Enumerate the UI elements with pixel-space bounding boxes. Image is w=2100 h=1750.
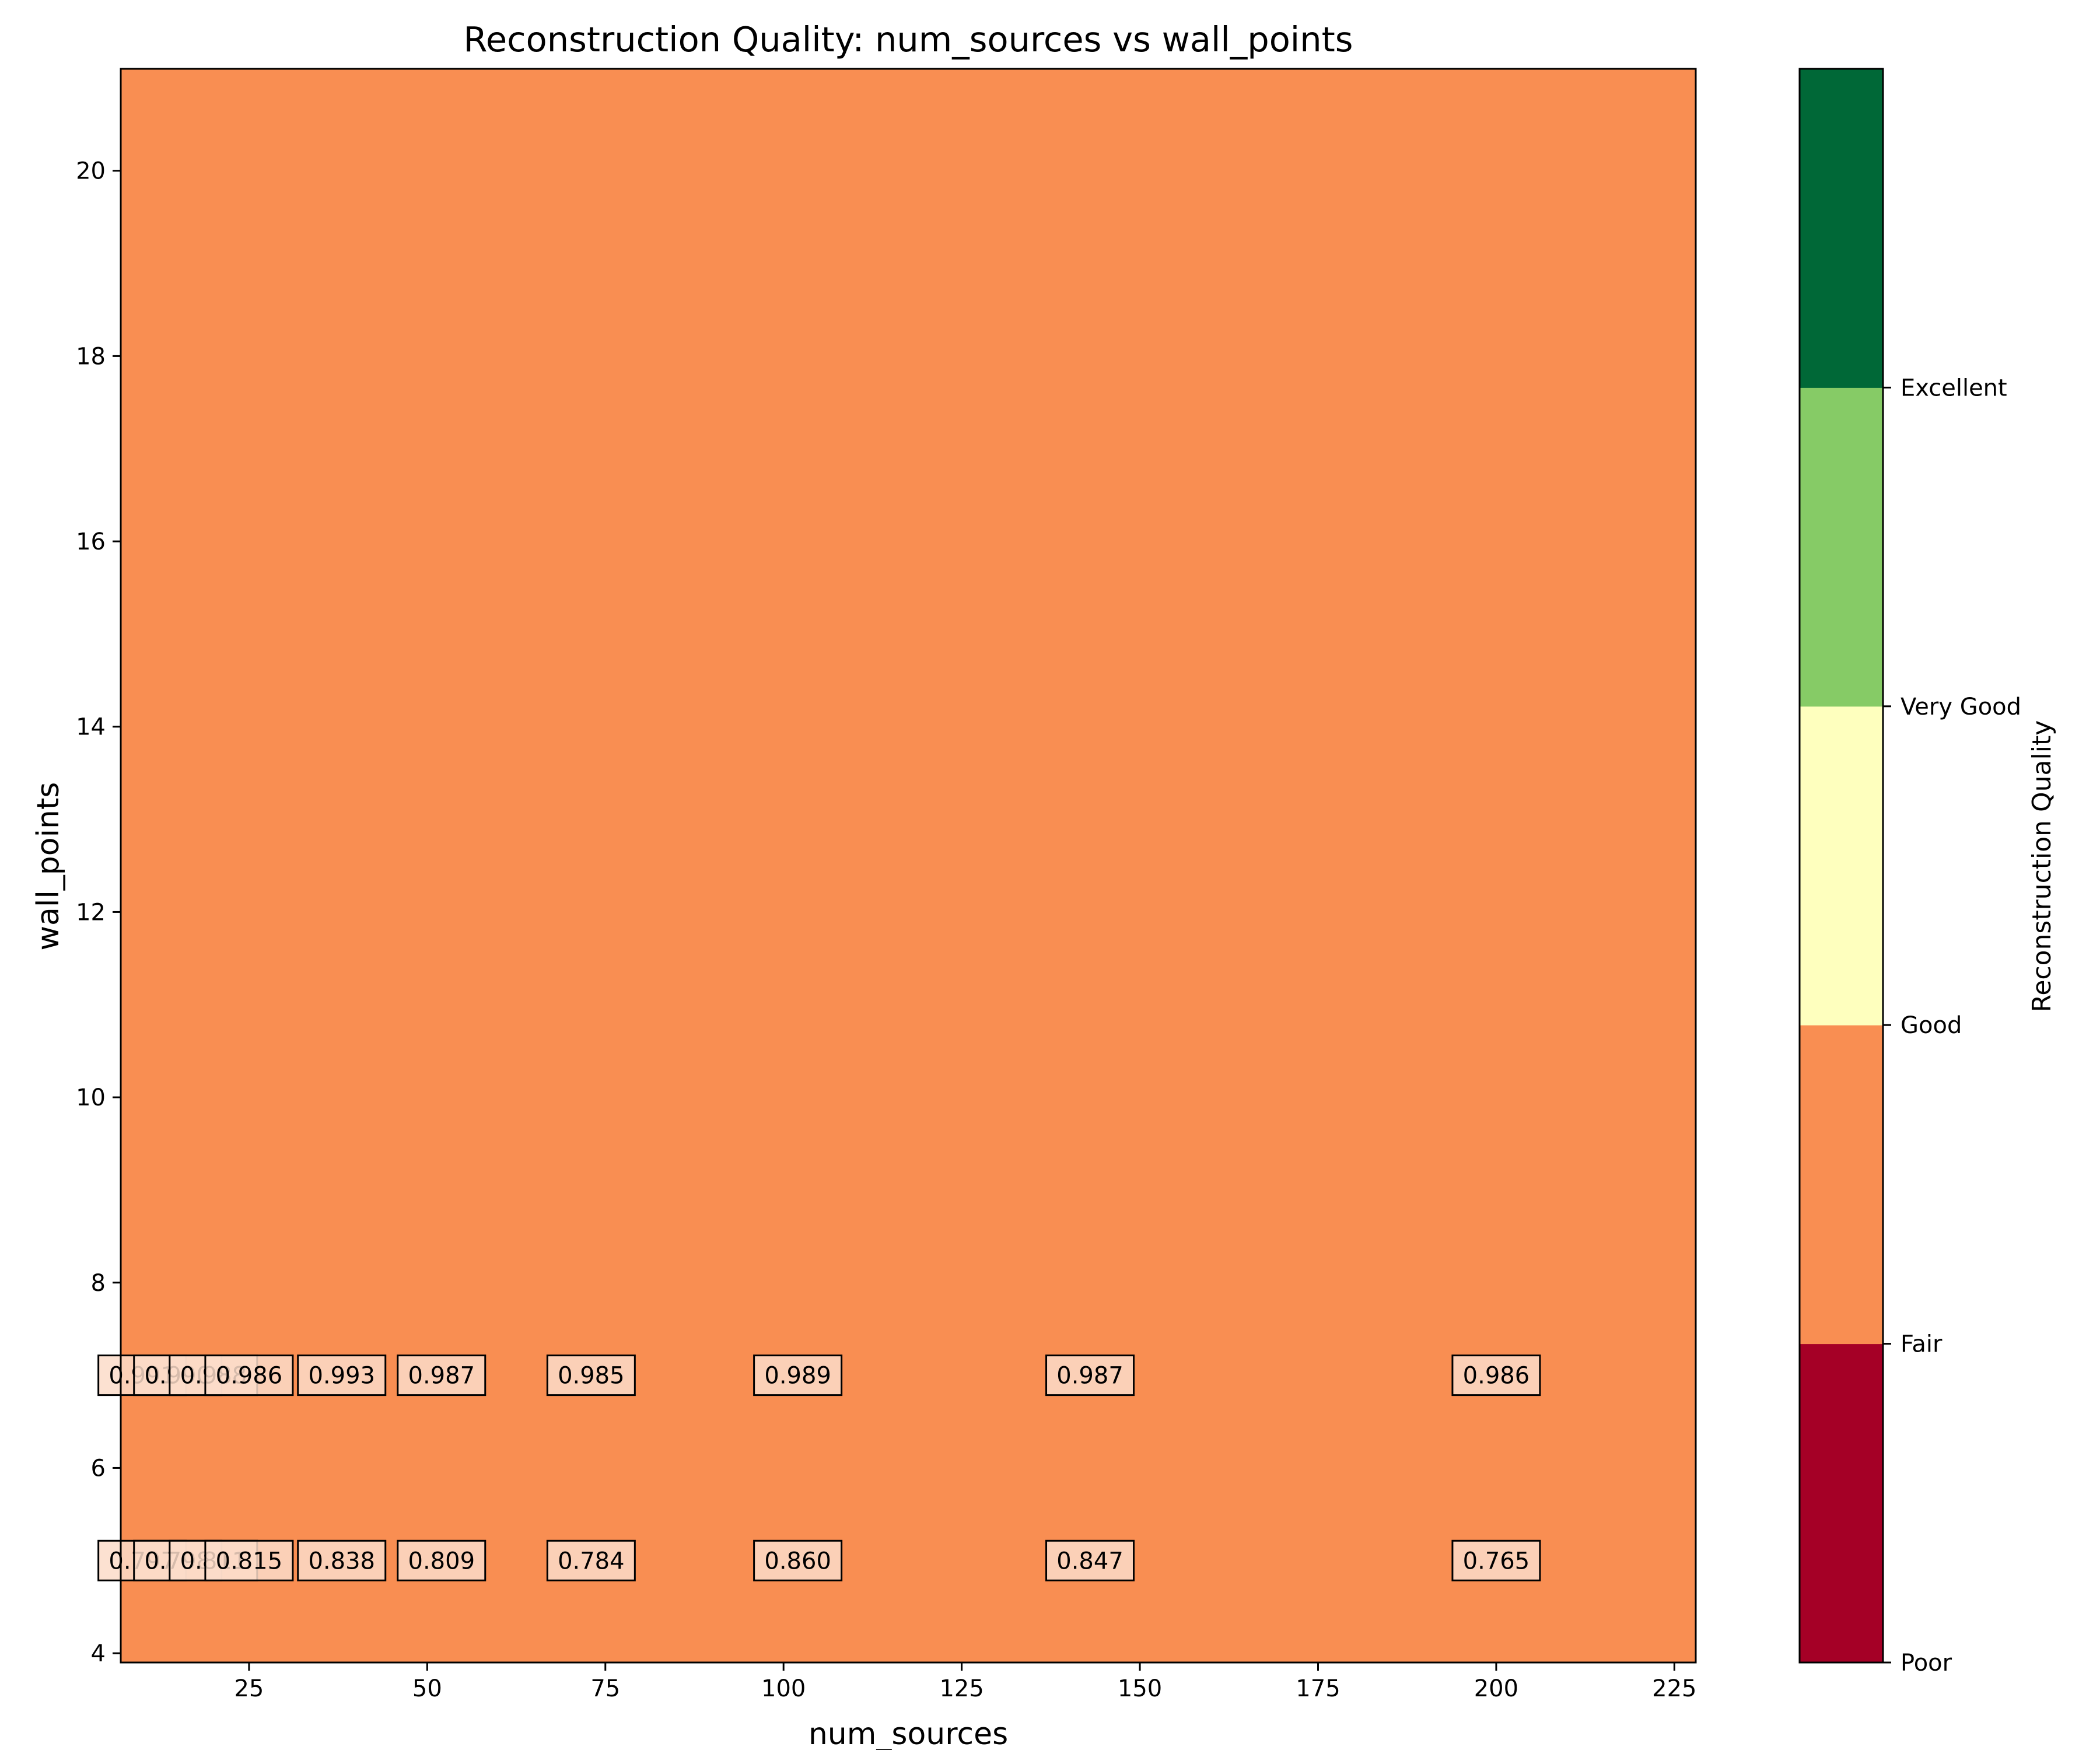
y-tick-label: 8 <box>91 1270 106 1297</box>
cell-box <box>1045 1354 1135 1396</box>
cell-value-label: 0.987 <box>1056 1363 1124 1390</box>
colorbar-tick-label: Excellent <box>1901 374 2007 401</box>
cell-value-label: 0.815 <box>216 1548 283 1574</box>
colorbar: Poor Fair Good Very Good Excellent <box>1798 68 2021 1676</box>
colorbar-label: Reconstruction Quality <box>2027 720 2057 1013</box>
heatmap-background <box>121 69 1696 1662</box>
x-tick-label: 100 <box>761 1675 806 1702</box>
cell-box <box>753 1354 843 1396</box>
plot-area: 0.9910.9900.9880.9860.9930.9870.9850.989… <box>76 68 1697 1702</box>
cell-value-label: 0.847 <box>1056 1548 1124 1574</box>
cell-value-label: 0.765 <box>1463 1548 1530 1574</box>
x-tick-label: 200 <box>1474 1675 1518 1702</box>
cell-value-label: 0.986 <box>216 1363 283 1390</box>
colorbar-segment <box>1800 69 1883 388</box>
cell-label-box: 0.815 <box>204 1539 294 1581</box>
cell-value-label: 0.987 <box>408 1363 475 1390</box>
cell-value-label: 0.985 <box>558 1363 625 1390</box>
x-tick-label: 225 <box>1652 1675 1696 1702</box>
x-tick-label: 50 <box>412 1675 442 1702</box>
cell-box <box>1451 1539 1541 1581</box>
x-tick-label: 125 <box>939 1675 984 1702</box>
colorbar-frame <box>1798 68 1884 1664</box>
cell-box <box>397 1539 487 1581</box>
cell-box <box>397 1354 487 1396</box>
cell-label-box: 0.987 <box>397 1354 487 1396</box>
cell-label-box: 0.987 <box>1045 1354 1135 1396</box>
cell-box <box>1451 1354 1541 1396</box>
colorbar-tick-label: Very Good <box>1901 694 2021 720</box>
plot-frame <box>120 68 1697 1664</box>
cell-value-label: 0.860 <box>764 1548 831 1574</box>
cell-label-box: 0.993 <box>297 1354 387 1396</box>
cell-value-label: 0.986 <box>1463 1363 1530 1390</box>
cell-box <box>204 1539 294 1581</box>
cell-label-box: 0.765 <box>1451 1539 1541 1581</box>
colorbar-tick-label: Fair <box>1901 1331 1943 1358</box>
cell-label-box: 0.986 <box>1451 1354 1541 1396</box>
cell-box <box>297 1354 387 1396</box>
y-tick-label: 6 <box>91 1455 106 1482</box>
cell-label-box: 0.838 <box>297 1539 387 1581</box>
y-tick-label: 18 <box>76 343 106 370</box>
y-tick-label: 12 <box>76 899 106 926</box>
cell-label-box: 0.985 <box>546 1354 636 1396</box>
colorbar-tick-label: Good <box>1901 1012 1962 1039</box>
colorbar-segment <box>1800 706 1883 1026</box>
cell-label-box: 0.809 <box>397 1539 487 1581</box>
cell-value-label: 0.838 <box>308 1548 375 1574</box>
cell-label-box: 0.847 <box>1045 1539 1135 1581</box>
cell-label-box: 0.784 <box>546 1539 636 1581</box>
cell-label-box: 0.989 <box>753 1354 843 1396</box>
y-tick-label: 14 <box>76 714 106 741</box>
cell-value-label: 0.784 <box>558 1548 625 1574</box>
cell-box <box>546 1539 636 1581</box>
x-axis-label: num_sources <box>808 1717 1008 1750</box>
cell-value-label: 0.993 <box>308 1363 375 1390</box>
cell-box <box>297 1539 387 1581</box>
x-tick-label: 25 <box>234 1675 264 1702</box>
colorbar-segment <box>1800 1025 1883 1345</box>
cell-label-box: 0.986 <box>204 1354 294 1396</box>
chart-title: Reconstruction Quality: num_sources vs w… <box>464 19 1353 60</box>
x-tick-label: 150 <box>1118 1675 1162 1702</box>
colorbar-segment <box>1800 387 1883 707</box>
colorbar-tick-label: Poor <box>1901 1650 1952 1676</box>
cell-box <box>753 1539 843 1581</box>
y-axis-label: wall_points <box>31 782 66 951</box>
y-tick-label: 20 <box>76 158 106 185</box>
x-tick-label: 75 <box>590 1675 620 1702</box>
y-tick-label: 16 <box>76 528 106 555</box>
cell-box <box>1045 1539 1135 1581</box>
cell-box <box>546 1354 636 1396</box>
cell-value-label: 0.809 <box>408 1548 475 1574</box>
cell-label-box: 0.860 <box>753 1539 843 1581</box>
y-tick-label: 10 <box>76 1084 106 1111</box>
x-tick-label: 175 <box>1296 1675 1340 1702</box>
y-tick-label: 4 <box>91 1640 106 1667</box>
cell-value-label: 0.989 <box>764 1363 831 1390</box>
colorbar-segment <box>1800 1343 1883 1663</box>
cell-box <box>204 1354 294 1396</box>
